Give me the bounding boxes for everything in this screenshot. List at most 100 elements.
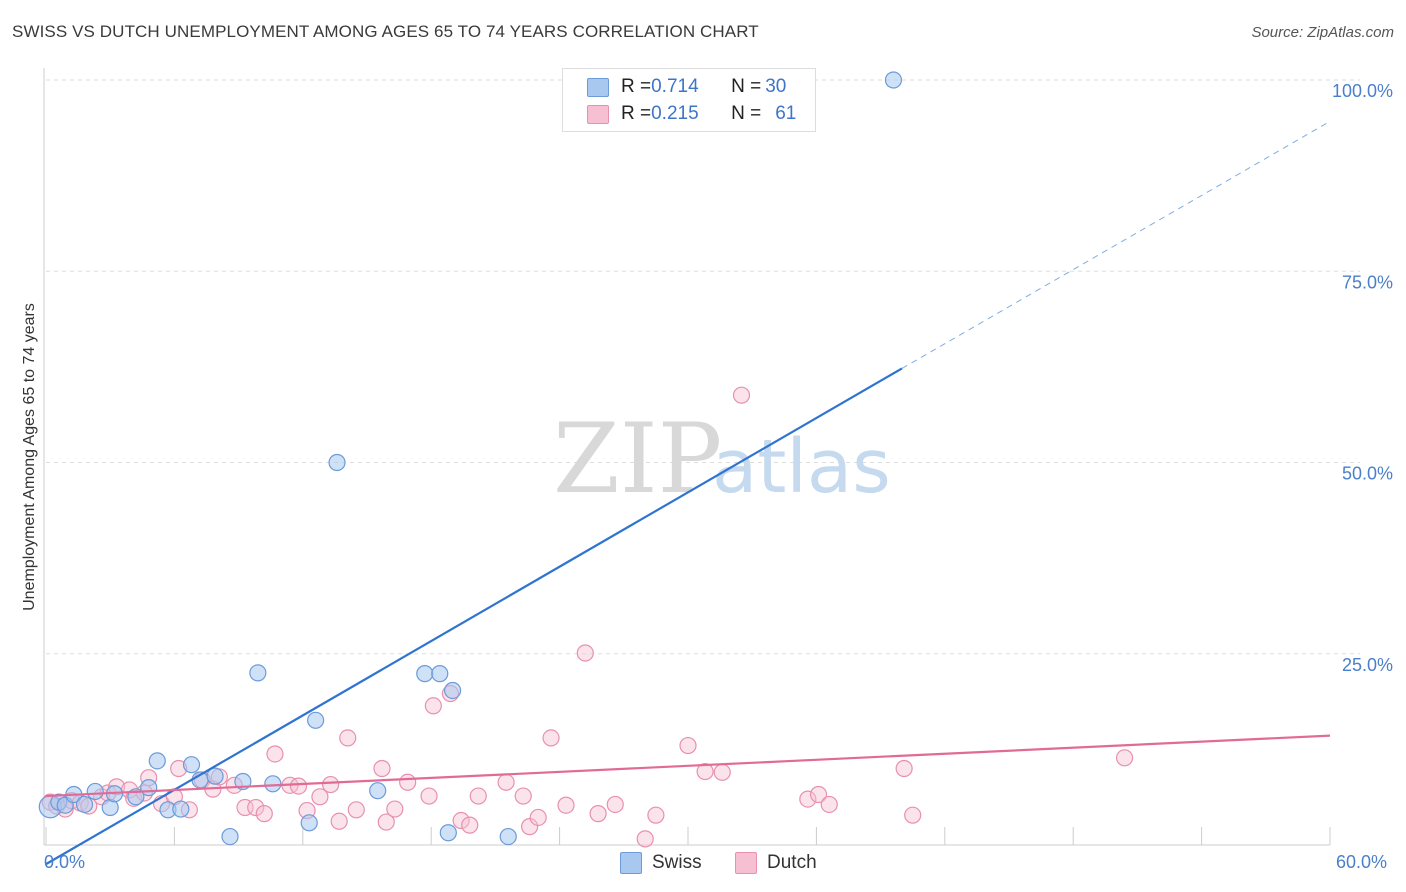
dutch-point-61 xyxy=(895,759,913,778)
swiss-point-19 xyxy=(264,775,282,793)
dutch-point-54 xyxy=(679,736,697,755)
dutch-point-50 xyxy=(589,805,607,823)
bottom-legend-swiss: Swiss xyxy=(620,852,702,874)
bottom-legend-dutch: Dutch xyxy=(735,852,817,874)
dutch-point-63 xyxy=(1115,749,1134,767)
dutch-point-43 xyxy=(497,773,515,791)
dutch-point-46 xyxy=(529,808,547,827)
legend-swatch-dutch xyxy=(587,104,609,124)
swiss-point-10 xyxy=(148,752,166,770)
dutch-point-52 xyxy=(636,830,654,848)
watermark-zip: ZIP xyxy=(553,403,722,515)
swiss-point-23 xyxy=(369,782,387,800)
swiss-point-15 xyxy=(206,767,224,785)
dutch-point-48 xyxy=(557,796,575,814)
legend-swatch-swiss xyxy=(587,77,609,97)
dutch-point-58 xyxy=(799,790,817,808)
watermark-atlas: atlas xyxy=(712,424,891,510)
dutch-point-42 xyxy=(469,787,487,805)
x-tick-min: 0.0% xyxy=(44,852,86,872)
dutch-point-60 xyxy=(820,795,838,814)
dutch-point-37 xyxy=(420,787,438,805)
dutch-point-26 xyxy=(289,777,308,795)
swiss-point-28 xyxy=(499,827,517,846)
legend-dutch-n-value: 61 xyxy=(775,103,797,124)
dutch-point-24 xyxy=(266,745,284,763)
watermark: ZIP atlas xyxy=(553,403,891,515)
dutch-point-35 xyxy=(386,800,404,818)
bottom-legend-dutch-label: Dutch xyxy=(767,852,817,873)
swiss-point-26 xyxy=(439,824,457,842)
bottom-swatch-swiss xyxy=(620,852,642,874)
swiss-point-18 xyxy=(249,664,267,682)
dutch-point-34 xyxy=(377,813,395,831)
dutch-points xyxy=(41,386,1134,848)
dutch-trend-line xyxy=(45,734,1331,798)
y-tick-label-75: 75.0% xyxy=(1342,272,1393,292)
swiss-point-29 xyxy=(884,71,903,89)
swiss-point-27 xyxy=(444,681,462,700)
dutch-point-56 xyxy=(713,763,731,781)
dutch-point-47 xyxy=(542,729,560,747)
dutch-point-38 xyxy=(424,697,442,715)
bottom-legend-swiss-label: Swiss xyxy=(652,852,702,873)
dutch-point-53 xyxy=(647,806,665,824)
dutch-point-31 xyxy=(339,729,357,747)
dutch-point-62 xyxy=(904,806,922,824)
dutch-point-44 xyxy=(514,787,532,805)
dutch-point-40 xyxy=(452,811,470,830)
legend-dutch-n-label: N = xyxy=(731,103,762,124)
legend-swiss-n-value: 30 xyxy=(765,76,787,97)
y-tick-label-25: 25.0% xyxy=(1342,655,1393,675)
legend-row-swiss: R = 0.714 N = 30 xyxy=(587,75,786,99)
dutch-point-33 xyxy=(373,759,391,778)
legend-swiss-n-label: N = xyxy=(731,76,762,97)
y-tick-label-100: 100.0% xyxy=(1332,81,1393,101)
dutch-point-30 xyxy=(330,812,348,830)
trend-lines xyxy=(45,120,1331,866)
axes xyxy=(43,68,1331,846)
swiss-point-21 xyxy=(307,711,325,729)
swiss-point-13 xyxy=(182,756,201,774)
swiss-point-25 xyxy=(431,665,449,683)
dutch-point-51 xyxy=(606,795,624,814)
grid-lines xyxy=(46,79,1360,655)
bottom-swatch-dutch xyxy=(735,852,757,874)
legend-row-dutch: R = 0.215 N = 61 xyxy=(587,102,796,126)
swiss-trend-line xyxy=(45,367,903,866)
legend: R = 0.714 N = 30 R = 0.215 N = 61 xyxy=(562,68,816,132)
swiss-trend-extension xyxy=(901,120,1331,369)
chart-title: SWISS VS DUTCH UNEMPLOYMENT AMONG AGES 6… xyxy=(12,22,759,41)
dutch-point-36 xyxy=(399,773,417,791)
legend-dutch-r-label: R = xyxy=(621,103,652,124)
dutch-point-41 xyxy=(461,816,479,834)
y-tick-label-50: 50.0% xyxy=(1342,464,1393,484)
swiss-point-16 xyxy=(221,827,239,846)
swiss-point-12 xyxy=(172,800,190,818)
legend-swiss-r-label: R = xyxy=(621,76,652,97)
y-tick-labels: 25.0% 50.0% 75.0% 100.0% xyxy=(1332,81,1393,675)
dutch-point-57 xyxy=(732,386,751,404)
swiss-point-20 xyxy=(300,814,318,832)
dutch-point-29 xyxy=(322,775,340,794)
swiss-point-9 xyxy=(140,779,158,797)
swiss-point-5 xyxy=(86,782,104,801)
dutch-point-45 xyxy=(521,818,539,836)
dutch-point-49 xyxy=(576,644,594,662)
swiss-point-24 xyxy=(416,665,434,683)
swiss-point-22 xyxy=(328,453,346,472)
dutch-point-59 xyxy=(809,785,828,804)
legend-dutch-r-value: 0.215 xyxy=(651,103,699,124)
dutch-point-32 xyxy=(347,801,365,819)
dutch-point-23 xyxy=(255,805,273,823)
swiss-point-4 xyxy=(75,795,94,814)
y-axis-label: Unemployment Among Ages 65 to 74 years xyxy=(21,303,38,611)
dutch-point-55 xyxy=(696,762,714,781)
dutch-point-28 xyxy=(311,788,329,806)
legend-swiss-r-value: 0.714 xyxy=(651,76,699,97)
swiss-points xyxy=(38,71,903,846)
x-tick-max: 60.0% xyxy=(1336,852,1388,872)
source-label: Source: ZipAtlas.com xyxy=(1251,24,1394,41)
dutch-point-22 xyxy=(247,798,265,817)
